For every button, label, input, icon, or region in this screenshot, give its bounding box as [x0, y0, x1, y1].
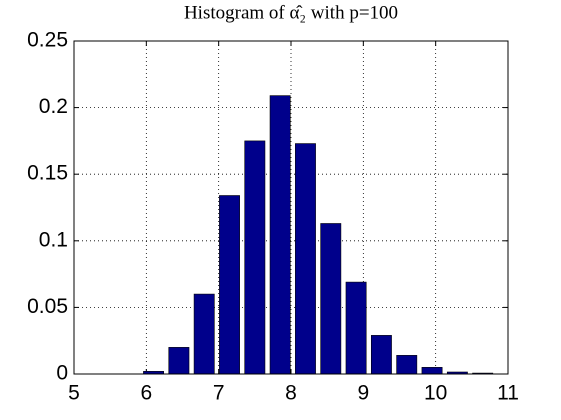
bar [219, 195, 240, 375]
x-tick-label: 6 [140, 382, 152, 405]
x-tick-label: 7 [213, 382, 225, 405]
x-tick-label: 10 [424, 382, 447, 405]
y-tick-label: 0.05 [27, 295, 68, 318]
y-tick-label: 0.2 [39, 95, 68, 118]
bar [396, 355, 418, 375]
plot-frame [73, 40, 509, 375]
x-tick-label: 9 [357, 382, 369, 405]
x-tick-label: 8 [285, 382, 297, 405]
bar [244, 140, 266, 375]
y-tick-label: 0.1 [39, 228, 68, 251]
bar [345, 281, 367, 375]
bar [421, 367, 443, 375]
bar [295, 143, 316, 375]
y-tick-label: 0.25 [27, 29, 68, 52]
y-tick-label: 0 [56, 362, 68, 385]
bar [269, 95, 291, 375]
chart-title: Histogram of α̂₂ with p=100 [184, 2, 398, 23]
bar [193, 293, 215, 375]
bar [370, 335, 392, 375]
y-tick-label: 0.15 [27, 162, 68, 185]
x-tick-label: 5 [68, 382, 80, 405]
x-tick-label: 11 [497, 382, 519, 405]
bar [168, 347, 190, 375]
bar [320, 223, 342, 375]
